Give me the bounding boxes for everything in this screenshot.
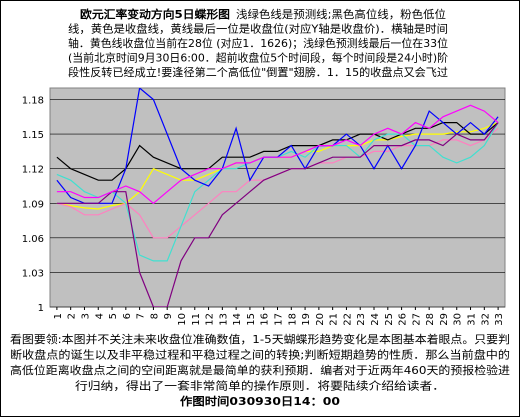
x-tick-label: 6 [122, 313, 133, 319]
y-tick-label: 1.12 [22, 165, 44, 176]
x-tick-label: 9 [163, 313, 174, 319]
plot-background [49, 87, 506, 308]
x-tick-label: 15 [246, 313, 257, 326]
x-tick-label: 3 [80, 313, 91, 319]
x-tick-label: 33 [494, 313, 505, 326]
x-tick-label: 29 [439, 313, 450, 326]
y-tick-label: 1.18 [22, 96, 44, 107]
header: 欧元汇率变动方向5日蝶形图 浅绿色线是预测线;黑色高位线，粉色低位线，黄色是收盘线… [68, 7, 448, 79]
y-tick-label: 1.15 [22, 130, 44, 141]
footer-line: 看图要领:本图并不关注未来收盘位准确数值，1-5天蝴蝶形趋势变化是本图基本着眼点… [10, 332, 510, 346]
x-tick-label: 27 [411, 313, 422, 326]
subtitle-line: 段性反转已经成立!要逢径第二个高低位"倒置"翅膀．1．15的收盘点又会飞过 [68, 65, 448, 79]
x-tick-label: 17 [274, 313, 285, 326]
series-line [56, 104, 499, 205]
x-tick-label: 16 [260, 313, 271, 326]
x-tick-label: 11 [191, 313, 202, 326]
x-tick-label: 8 [149, 313, 160, 319]
x-tick-label: 26 [398, 313, 409, 326]
x-tick-label: 14 [232, 313, 243, 326]
x-tick-label: 31 [467, 313, 478, 326]
x-tick-label: 1 [53, 313, 64, 319]
x-tick-label: 24 [370, 313, 381, 326]
x-tick-label: 7 [136, 313, 147, 319]
y-tick-label: 1.03 [22, 268, 44, 279]
x-tick-label: 2 [67, 313, 78, 319]
series-line [56, 122, 499, 307]
x-tick-label: 13 [218, 313, 229, 326]
subtitle-line: 线，黄色是收盘线，黄线最后一位是收盘位(对应Y轴是收盘价)．横轴是时间 [68, 22, 448, 36]
x-tick-label: 21 [329, 313, 340, 326]
footer: 看图要领:本图并不关注未来收盘位准确数值，1-5天蝴蝶形趋势变化是本图基本着眼点… [10, 332, 510, 408]
footer-line: 行归纳，得出了一套非常简单的操作原则．将要陆续介绍给读者． [75, 379, 445, 393]
subtitle-line: 浅绿色线是预测线;黑色高位线，粉色低位 [236, 7, 446, 21]
x-tick-label: 30 [453, 313, 464, 326]
series-line [56, 122, 499, 181]
subtitle-line: 轴．黄色线收盘位当前在28位 (对应1．1626)；浅绿色预测线最后一位在33位 [68, 36, 448, 50]
footer-line: 断收盘点的诞生以及非平稳过程和平稳过程之间的转换;判断短期趋势的性质．那么当前盘… [10, 348, 510, 362]
x-tick-label: 10 [177, 313, 188, 326]
plot: 11.031.061.091.121.151.181 2 3 4 5 6 7 8 9 10 11 12… [22, 87, 506, 326]
x-tick-label: 20 [315, 313, 326, 326]
y-tick-label: 1 [38, 303, 44, 314]
subtitle-line: (当前北京时间9月30日6:00．超前收盘位5个时间段，每个时间段是24小时)阶 [68, 51, 448, 65]
x-tick-label: 19 [301, 313, 312, 326]
x-tick-label: 4 [94, 313, 105, 319]
y-tick-label: 1.09 [22, 199, 44, 210]
chart-title: 欧元汇率变动方向5日蝶形图 [80, 7, 230, 21]
x-tick-label: 12 [205, 313, 216, 326]
x-tick-label: 28 [425, 313, 436, 326]
x-tick-label: 22 [342, 313, 353, 326]
x-tick-label: 25 [384, 313, 395, 326]
x-tick-label: 5 [108, 313, 119, 319]
time-note: 作图时间030930日14：00 [180, 394, 340, 408]
x-tick-label: 18 [287, 313, 298, 326]
y-tick-label: 1.06 [22, 234, 44, 245]
x-tick-label: 32 [480, 313, 491, 326]
footer-line: 高低位距离收盘点之间的空间距离就是最简单的获利预期．编者对于近两年460天的预报… [10, 363, 510, 377]
x-tick-label: 23 [356, 313, 367, 326]
